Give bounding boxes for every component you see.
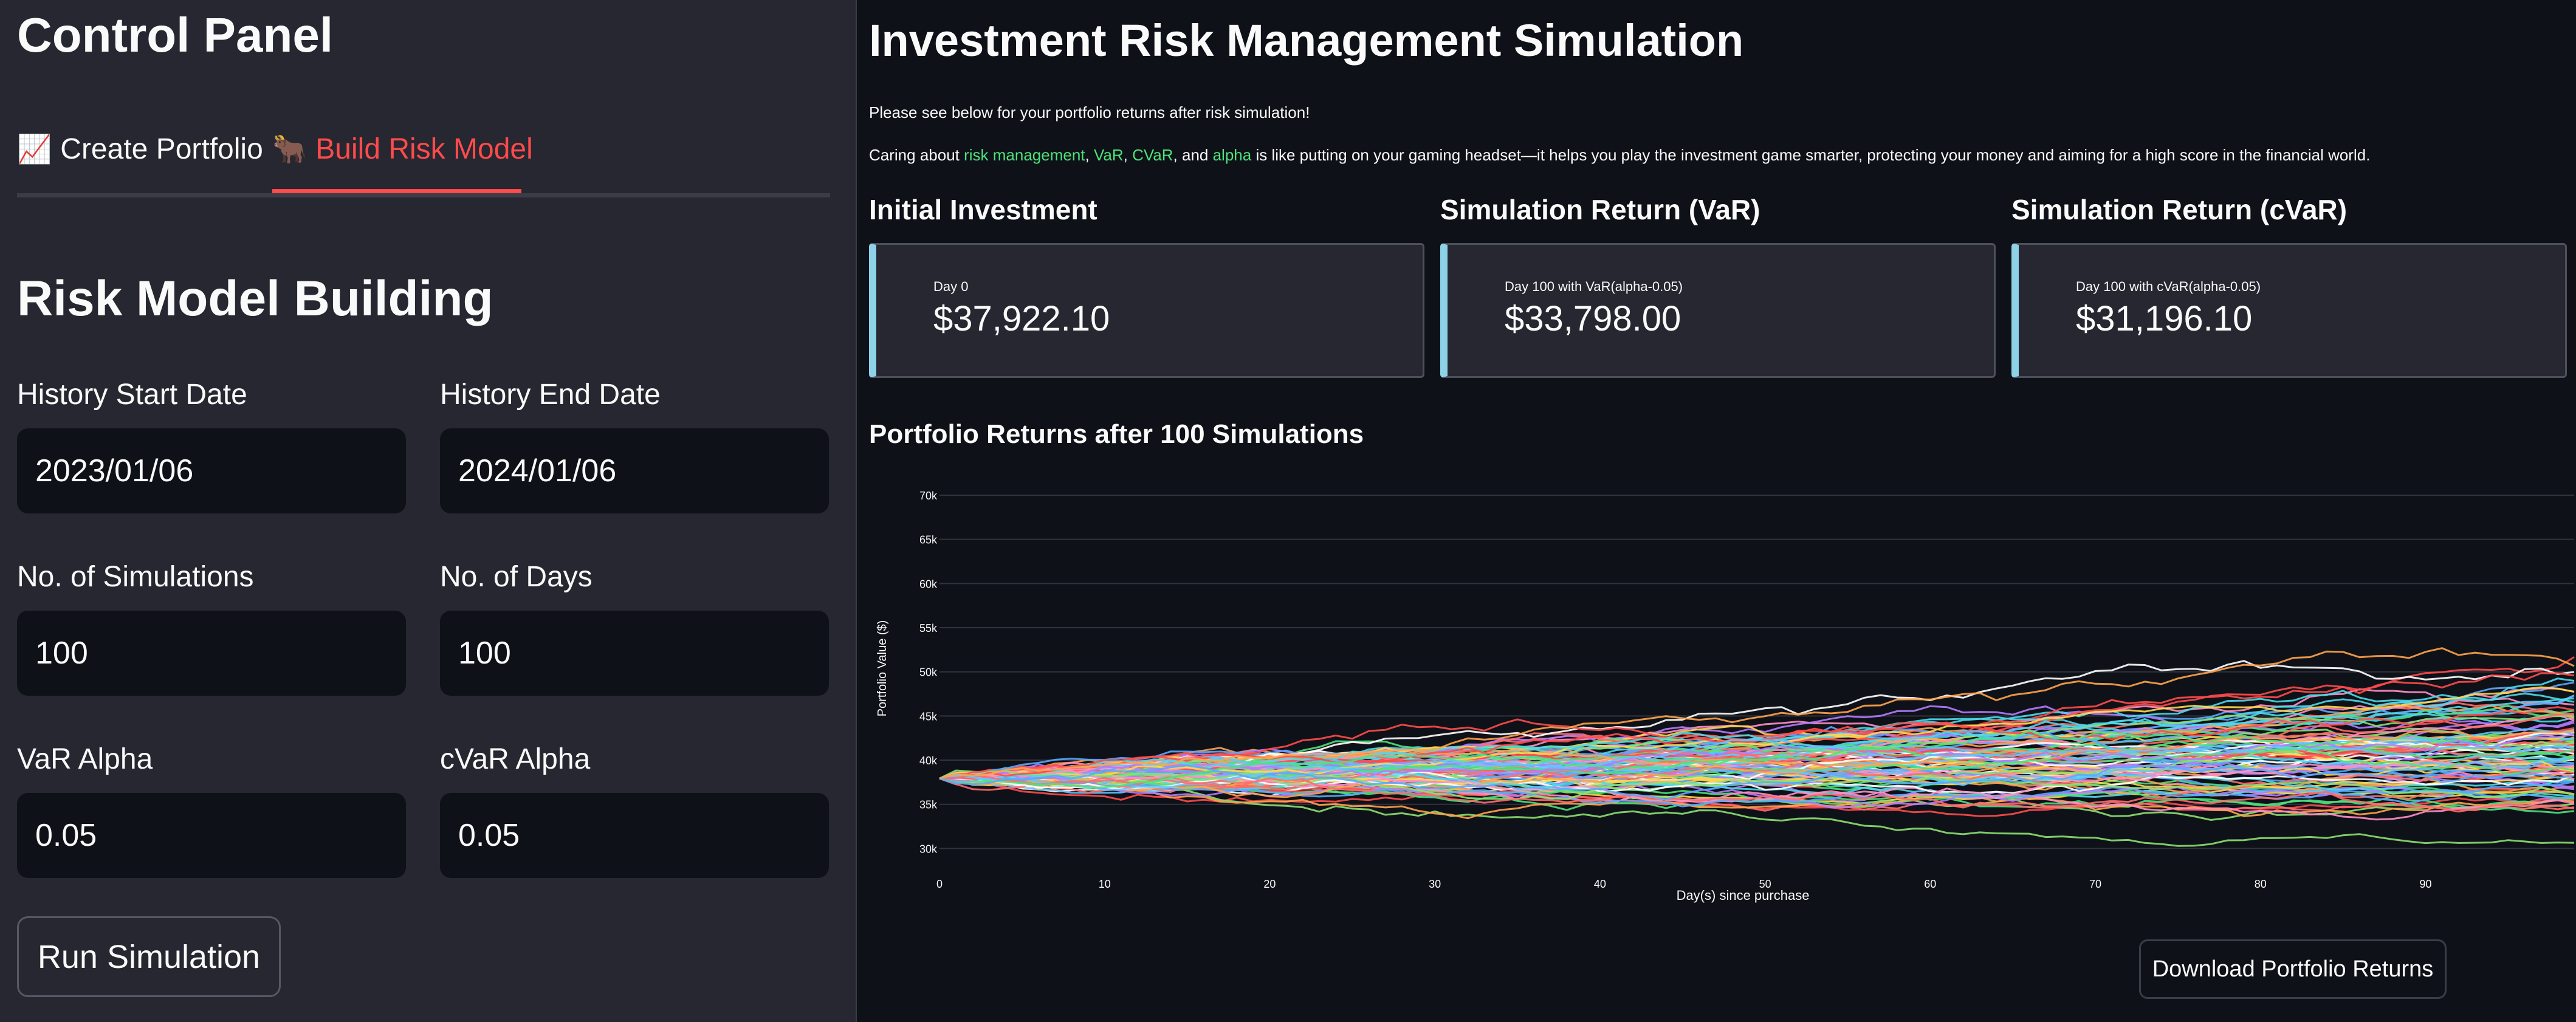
sidebar-tabs: 📈 Create Portfolio 🐂 Build Risk Model	[17, 122, 830, 197]
chart-title: Portfolio Returns after 100 Simulations	[869, 419, 1364, 449]
chart-series-line	[939, 773, 2575, 813]
run-simulation-button[interactable]: Run Simulation	[17, 916, 281, 997]
chart-series-line	[939, 773, 2575, 794]
caring-sep1: ,	[1085, 146, 1094, 164]
sidebar: Control Panel 📈 Create Portfolio 🐂 Build R…	[0, 0, 857, 1022]
portfolio-returns-chart: 30k 35k 40k 45k 50k 55k 60k 65k 70k 0 10 20 30 40 50 6…	[876, 490, 2575, 903]
risk-management-highlight: risk management	[964, 146, 1085, 164]
chart-series-line	[939, 764, 2575, 801]
chart-x-axis-label: Day(s) since purchase	[1677, 888, 1810, 903]
chart-x-tick-label: 20	[1263, 878, 1276, 890]
cvar-alpha-label: cVaR Alpha	[440, 743, 591, 775]
chart-x-tick-label: 60	[1924, 878, 1936, 890]
tab-build-risk-model[interactable]: 🐂 Build Risk Model	[272, 128, 533, 193]
caring-text: Caring about risk management, VaR, CVaR,…	[869, 146, 2370, 165]
caring-prefix: Caring about	[869, 146, 964, 164]
chart-y-tick-label: 65k	[919, 534, 938, 546]
cvar-highlight: CVaR	[1132, 146, 1173, 164]
chart-x-tick-label: 70	[2089, 878, 2101, 890]
var-highlight: VaR	[1093, 146, 1124, 164]
chart-series-line	[939, 773, 2575, 808]
chart-y-tick-label: 35k	[919, 799, 938, 811]
metric-sub-cvar: Day 100 with cVaR(alpha-0.05)	[2076, 279, 2261, 294]
chart-y-axis-label: Portfolio Value ($)	[876, 620, 889, 717]
metric-value-initial: $37,922.10	[933, 299, 1110, 338]
download-portfolio-returns-button[interactable]: Download Portfolio Returns	[2139, 939, 2447, 999]
cvar-alpha-input[interactable]: 0.05	[440, 793, 829, 878]
metric-value-var: $33,798.00	[1505, 299, 1681, 338]
metric-title-cvar: Simulation Return (cVaR)	[2011, 194, 2348, 225]
chart-y-ticks: 30k 35k 40k 45k 50k 55k 60k 65k 70k	[919, 490, 938, 855]
chart-y-tick-label: 50k	[919, 667, 938, 679]
page-title: Investment Risk Management Simulation	[869, 15, 1744, 66]
chart-series-line	[939, 730, 2575, 798]
caring-sep3: , and	[1173, 146, 1213, 164]
chart-x-ticks: 0 10 20 30 40 50 60 70 80 90	[936, 878, 2431, 890]
num-simulations-label: No. of Simulations	[17, 561, 254, 593]
caring-sep2: ,	[1123, 146, 1133, 164]
metric-sub-var: Day 100 with VaR(alpha-0.05)	[1505, 279, 1683, 294]
history-start-label: History Start Date	[17, 379, 247, 411]
num-days-label: No. of Days	[440, 561, 592, 593]
tab-create-portfolio-label: Create Portfolio	[60, 133, 263, 165]
chart-x-tick-label: 80	[2255, 878, 2267, 890]
history-end-input[interactable]: 2024/01/06	[440, 428, 829, 513]
chart-x-tick-label: 50	[1759, 878, 1771, 890]
chart-y-tick-label: 55k	[919, 622, 938, 634]
alpha-highlight: alpha	[1212, 146, 1252, 164]
chart-series-lines	[939, 647, 2575, 847]
metric-card-var: Day 100 with VaR(alpha-0.05) $33,798.00	[1440, 243, 1996, 378]
num-days-input[interactable]: 100	[440, 611, 829, 696]
chart-series-line	[939, 647, 2575, 780]
var-alpha-input[interactable]: 0.05	[17, 793, 406, 878]
tab-create-portfolio[interactable]: 📈 Create Portfolio	[17, 128, 263, 193]
chart-x-tick-label: 0	[936, 878, 943, 890]
chart-series-line	[939, 697, 2575, 782]
chart-y-tick-label: 30k	[919, 843, 938, 855]
chart-y-tick-label: 60k	[919, 578, 938, 590]
chart-y-tick-label: 70k	[919, 490, 938, 502]
chart-series-line	[939, 762, 2575, 798]
chart-x-tick-label: 30	[1429, 878, 1441, 890]
tab-build-risk-model-label: Build Risk Model	[315, 133, 533, 165]
metric-card-cvar: Day 100 with cVaR(alpha-0.05) $31,196.10	[2011, 243, 2567, 378]
num-simulations-input[interactable]: 100	[17, 611, 406, 696]
chart-up-icon: 📈	[17, 133, 52, 165]
intro-text: Please see below for your portfolio retu…	[869, 103, 1310, 122]
var-alpha-label: VaR Alpha	[17, 743, 153, 775]
history-start-input[interactable]: 2023/01/06	[17, 428, 406, 513]
sidebar-title: Control Panel	[17, 8, 334, 62]
caring-suffix: is like putting on your gaming headset—i…	[1251, 146, 2371, 164]
chart-series-line	[939, 713, 2575, 794]
metric-sub-initial: Day 0	[933, 279, 969, 294]
section-title: Risk Model Building	[17, 271, 493, 326]
metric-value-cvar: $31,196.10	[2076, 299, 2253, 338]
chart-series-line	[939, 770, 2575, 800]
metric-card-initial: Day 0 $37,922.10	[869, 243, 1424, 378]
metric-title-initial: Initial Investment	[869, 194, 1097, 225]
chart-series-line	[939, 772, 2575, 847]
chart-y-tick-label: 40k	[919, 755, 938, 767]
chart-series-line	[939, 760, 2575, 803]
ox-icon: 🐂	[272, 133, 307, 165]
metric-title-var: Simulation Return (VaR)	[1440, 194, 1760, 225]
chart-x-tick-label: 90	[2419, 878, 2431, 890]
chart-y-tick-label: 45k	[919, 710, 938, 722]
main-content: Investment Risk Management Simulation Pl…	[857, 0, 2576, 1022]
chart-x-tick-label: 10	[1099, 878, 1111, 890]
chart-x-tick-label: 40	[1594, 878, 1606, 890]
history-end-label: History End Date	[440, 379, 661, 411]
